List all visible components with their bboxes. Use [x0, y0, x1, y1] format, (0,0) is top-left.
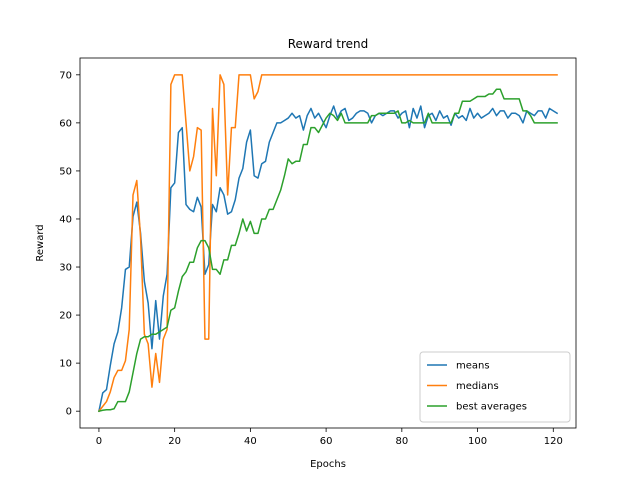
legend-entry: medians [456, 381, 499, 392]
axes-layer: 0 20 40 60 80 100 120 0 10 20 30 40 50 60 70 [59, 57, 577, 447]
legend-entry: best averages [456, 402, 527, 413]
x-tick-label: 60 [320, 436, 333, 447]
x-tick-label: 20 [168, 436, 181, 447]
y-axis-label: Reward [35, 224, 46, 261]
axes-frame [79, 57, 577, 429]
series-line-medians [97, 74, 558, 413]
legend: means medians best averages [419, 351, 571, 423]
legend-box [419, 351, 571, 423]
y-tick-label: 60 [59, 118, 72, 129]
x-tick-label: 80 [395, 436, 408, 447]
y-tick-label: 40 [59, 214, 72, 225]
y-tick-label: 50 [59, 166, 72, 177]
y-tick-label: 20 [59, 311, 72, 322]
x-tick-label: 0 [96, 436, 102, 447]
y-tick-label: 0 [66, 407, 72, 418]
x-tick-label: 120 [544, 436, 563, 447]
y-tick-label: 70 [59, 70, 72, 81]
legend-entry: means [456, 361, 490, 372]
x-tick-label: 40 [244, 436, 257, 447]
y-tick-label: 30 [59, 263, 72, 274]
x-tick-label: 100 [468, 436, 487, 447]
series-line-means [98, 105, 559, 413]
y-tick-label: 10 [59, 359, 72, 370]
series-layer [97, 74, 559, 413]
series-line-best-averages [98, 88, 558, 413]
x-axis-label: Epochs [310, 459, 346, 470]
chart-title: Reward trend [288, 37, 368, 51]
